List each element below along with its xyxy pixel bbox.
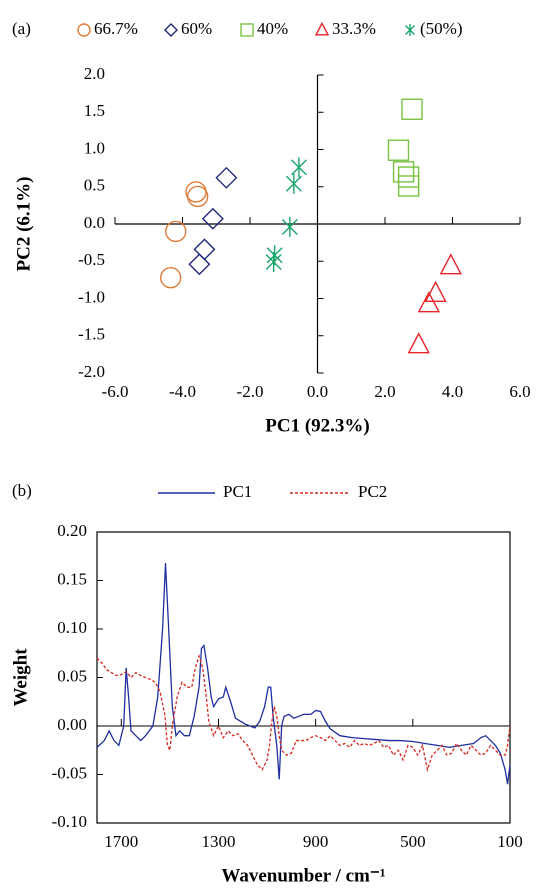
x-tick-label: 1300 [201, 832, 235, 851]
x-tick-label: -2.0 [237, 382, 264, 401]
x-tick-label: 6.0 [509, 382, 530, 401]
point [201, 207, 224, 230]
point [285, 173, 302, 194]
legend-marker [77, 23, 91, 37]
panel-label: (b) [12, 481, 32, 500]
y-tick-label: -1.5 [78, 325, 105, 344]
y-tick-label: 0.10 [57, 618, 87, 637]
x-tick-label: -4.0 [169, 382, 196, 401]
x-tick-label: 900 [303, 832, 329, 851]
y-tick-label: 0.15 [57, 569, 87, 588]
point [186, 185, 209, 208]
point [439, 253, 462, 275]
point [417, 291, 441, 313]
y-tick-label: -0.5 [78, 250, 105, 269]
y-tick-label: 0.00 [57, 715, 87, 734]
y-axis-title: PC2 (6.1%) [13, 177, 34, 272]
x-tick-label: 2.0 [374, 382, 395, 401]
x-axis-title: PC1 (92.3%) [265, 415, 369, 436]
point [397, 166, 420, 188]
legend-label: 33.3% [332, 19, 376, 38]
point [188, 253, 211, 276]
y-tick-label: 0.05 [57, 666, 87, 685]
point [407, 332, 430, 354]
legend-label: 66.7% [94, 19, 138, 38]
legend-label: 40% [257, 19, 288, 38]
point [392, 161, 415, 183]
point [397, 175, 420, 197]
point [215, 166, 238, 189]
legend-marker [240, 23, 254, 37]
x-tick-label: -6.0 [102, 382, 129, 401]
point [165, 220, 187, 243]
legend-label: (50%) [420, 19, 462, 38]
point [290, 157, 307, 178]
x-tick-label: 0.0 [307, 382, 328, 401]
line [96, 563, 511, 785]
legend-label: PC1 [223, 482, 252, 501]
point [159, 266, 182, 289]
y-tick-label: 0.20 [57, 521, 87, 540]
legend-label: 60% [181, 19, 212, 38]
legend-marker [164, 23, 178, 37]
legend-marker [405, 24, 415, 36]
point [265, 251, 282, 272]
legend-marker [314, 21, 330, 36]
y-tick-label: 1.0 [84, 138, 105, 157]
x-tick-label: 4.0 [442, 382, 463, 401]
x-tick-label: 500 [400, 832, 426, 851]
point [424, 280, 447, 302]
x-tick-label: 1700 [104, 832, 138, 851]
point [387, 139, 410, 161]
x-axis-title: Wavenumber / cm⁻¹ [221, 865, 385, 886]
y-tick-label: 1.5 [84, 101, 105, 120]
y-tick-label: -0.10 [52, 812, 87, 831]
point [401, 98, 423, 120]
legend-label: PC2 [358, 482, 387, 501]
y-tick-label: 0.5 [84, 176, 105, 195]
y-tick-label: -1.0 [78, 287, 105, 306]
y-tick-label: 0.0 [84, 213, 105, 232]
line [96, 653, 511, 773]
y-tick-label: 2.0 [84, 64, 105, 83]
x-tick-label: 100 [497, 832, 523, 851]
panel-label: (a) [12, 19, 31, 38]
y-tick-label: -0.05 [52, 763, 87, 782]
y-tick-label: -2.0 [78, 362, 105, 381]
y-axis-title: Weight [10, 648, 31, 707]
point [281, 216, 298, 237]
